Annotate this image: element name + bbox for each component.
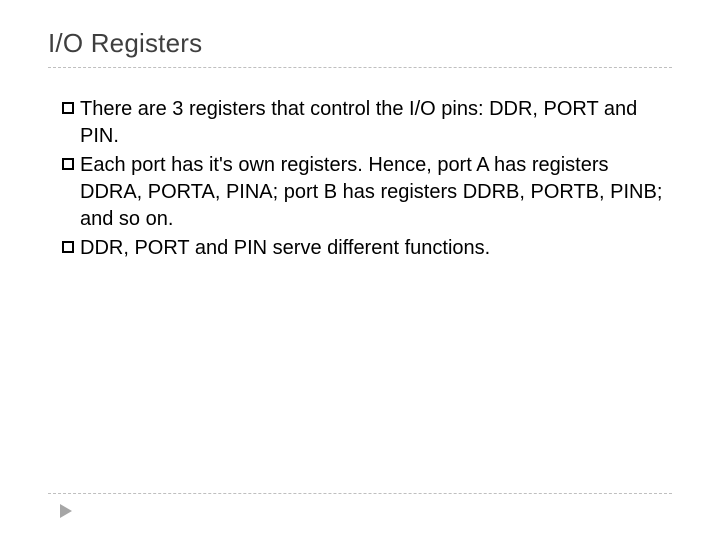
divider-bottom [48, 493, 672, 494]
slide-body: There are 3 registers that control the I… [48, 96, 672, 262]
bullet-item: Each port has it's own registers. Hence,… [62, 152, 666, 233]
bullet-text: DDR, PORT and PIN serve different functi… [80, 235, 490, 262]
bullet-marker-icon [62, 102, 74, 114]
bullet-item: There are 3 registers that control the I… [62, 96, 666, 150]
bullet-text: Each port has it's own registers. Hence,… [80, 152, 666, 233]
slide: I/O Registers There are 3 registers that… [0, 0, 720, 540]
bullet-text: There are 3 registers that control the I… [80, 96, 666, 150]
bullet-item: DDR, PORT and PIN serve different functi… [62, 235, 666, 262]
bullet-marker-icon [62, 241, 74, 253]
divider-top [48, 67, 672, 68]
bullet-marker-icon [62, 158, 74, 170]
slide-title: I/O Registers [48, 28, 672, 59]
play-arrow-icon [60, 504, 72, 518]
